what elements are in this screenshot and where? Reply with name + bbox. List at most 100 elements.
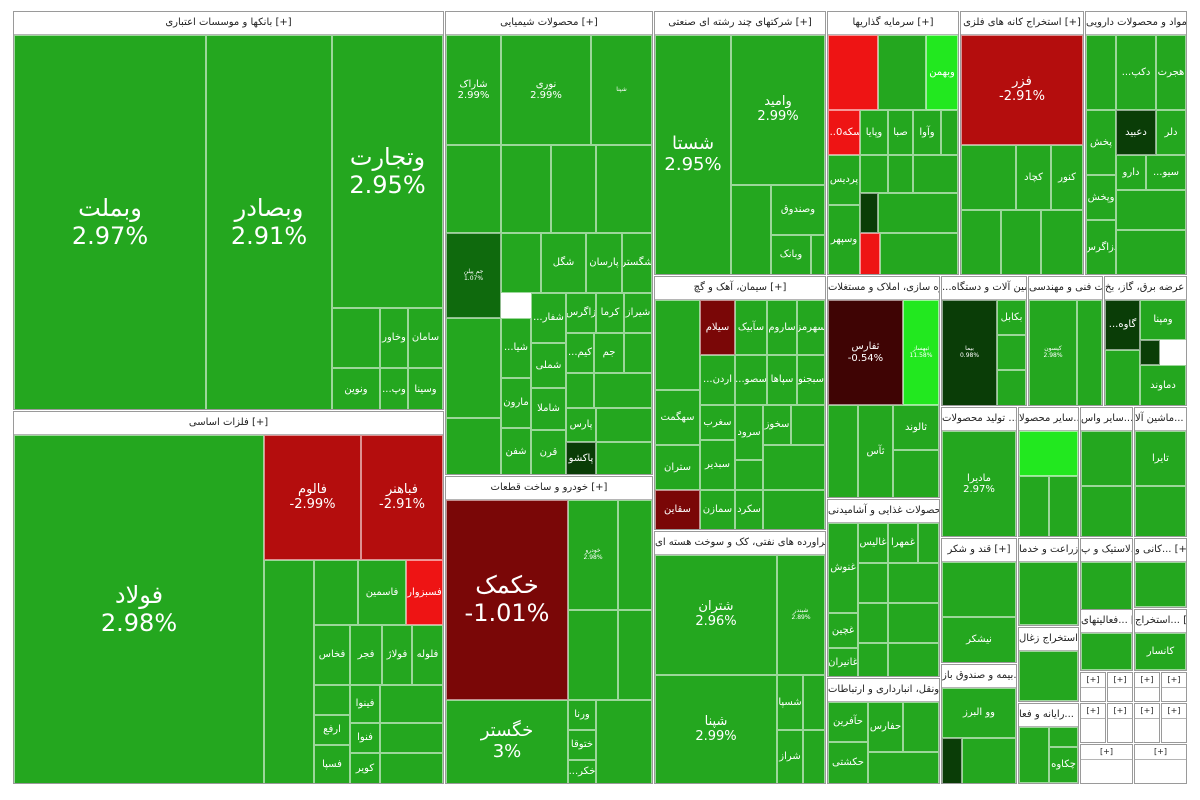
group-it[interactable]: فعالیتهای... [+]: [1080, 609, 1133, 671]
tile-sebjno[interactable]: سبجنو: [797, 355, 825, 405]
tile-sehormoz[interactable]: سهرمز: [797, 300, 825, 355]
tile-ghanair[interactable]: غانیران: [828, 648, 858, 676]
group-comp[interactable]: رایانه و فعا... [+] چکاوه: [1018, 703, 1079, 784]
tile-qorn[interactable]: قرن: [531, 430, 566, 474]
tile-shafar[interactable]: ...شفار: [531, 293, 566, 343]
group-machinery2[interactable]: ماشین آلا... [+] تایرا: [1134, 407, 1187, 537]
tile-small[interactable]: [878, 193, 958, 233]
group-other-act[interactable]: سایر واس... [+]: [1080, 407, 1133, 537]
tile-zagros[interactable]: زاگرس: [566, 293, 596, 333]
group-title[interactable]: خودرو و ساخت قطعات [+]: [446, 477, 652, 500]
tile-vpakhsh[interactable]: وپخش: [1086, 175, 1116, 220]
tile-small[interactable]: [763, 490, 825, 529]
group-title[interactable]: رایانه و فعا... [+]: [1019, 704, 1078, 727]
tile-fekhas[interactable]: فخاس: [314, 625, 350, 685]
tile-foulaz[interactable]: فولاژ: [382, 625, 412, 685]
tile-dakap[interactable]: ...دکپ: [1116, 35, 1156, 110]
tile-small[interactable]: [888, 643, 939, 676]
tile-small[interactable]: [903, 702, 939, 752]
tile-small[interactable]: [858, 643, 888, 676]
tile-daroo[interactable]: دارو: [1116, 155, 1146, 190]
tile-shetran[interactable]: شتران 2.96%: [655, 555, 777, 675]
tile-shanrak[interactable]: شاراک 2.99%: [446, 35, 501, 145]
tile-psekeh[interactable]: ...سکه0: [828, 110, 860, 155]
group-farming[interactable]: زراعت و خدما... [+]: [1018, 538, 1079, 626]
group-title[interactable]: انبوه سازی، املاک و مستغلات [+]: [828, 277, 939, 300]
group-title[interactable]: [+]: [1081, 745, 1132, 760]
tile-small[interactable]: [791, 405, 825, 445]
tile-small[interactable]: [568, 610, 618, 700]
tile-small[interactable]: [1019, 651, 1078, 701]
tile-sekord[interactable]: سکرد: [735, 490, 763, 529]
tile-saqen[interactable]: سقاین: [655, 490, 700, 529]
tile-small[interactable]: [878, 35, 926, 110]
group-chem[interactable]: محصولات شیمیایی [+] شاراک 2.99% نوری 2.9…: [445, 11, 653, 475]
tile-small[interactable]: [1081, 633, 1132, 670]
tile-small[interactable]: [997, 335, 1026, 370]
tile-small[interactable]: [1077, 300, 1102, 405]
group-small1[interactable]: [+]: [1080, 672, 1106, 702]
tile-fenava[interactable]: فنوا: [350, 723, 380, 753]
group-title[interactable]: فراورده های نفتی، کک و سوخت هسته ای [+]: [655, 532, 825, 555]
tile-small[interactable]: [596, 408, 652, 442]
group-extract2[interactable]: استخراج... [+] کانسار: [1134, 609, 1187, 671]
tile-samazan[interactable]: سمازن: [700, 490, 735, 529]
tile-vorna[interactable]: ورنا: [568, 700, 596, 730]
group-title[interactable]: [+]: [1135, 745, 1186, 760]
tile-small[interactable]: [997, 370, 1026, 405]
group-small7[interactable]: [+]: [1134, 703, 1160, 743]
tile-jampil[interactable]: جم پیلن 1.07%: [446, 233, 501, 318]
group-title[interactable]: استخراج... [+]: [1135, 610, 1186, 633]
tile-small[interactable]: [380, 753, 443, 783]
tile-khegostar[interactable]: خگستر 3%: [446, 700, 568, 783]
tile-small[interactable]: [860, 155, 888, 193]
tile-small[interactable]: [1041, 210, 1083, 274]
tile-fehr[interactable]: فزر -2.91%: [961, 35, 1083, 145]
group-title[interactable]: [+]: [1162, 673, 1186, 688]
tile-shima[interactable]: ...شیا: [501, 318, 531, 378]
group-title[interactable]: ...ماشین آلات و دستگاه [+]: [942, 277, 1026, 300]
tile-hafarin[interactable]: حآفرین: [828, 702, 868, 742]
tile-small[interactable]: [332, 308, 380, 368]
tile-small[interactable]: [735, 460, 763, 490]
tile-small[interactable]: [1135, 486, 1186, 536]
tile-parsan[interactable]: پارسان: [586, 233, 622, 293]
group-title[interactable]: ماشین آلا... [+]: [1135, 408, 1186, 431]
tile-small[interactable]: [763, 445, 825, 490]
tile-saroom[interactable]: ساروم: [767, 300, 797, 355]
tile-sepaha[interactable]: سپاها: [767, 355, 797, 405]
group-title[interactable]: شرکتهای چند رشته ای صنعتی [+]: [655, 12, 825, 35]
tile-small[interactable]: [1105, 350, 1140, 405]
tile-shebandar[interactable]: شبندر 2.89%: [777, 555, 825, 675]
tile-small[interactable]: [596, 700, 652, 783]
tile-dpakhsh[interactable]: پخش: [1086, 110, 1116, 175]
tile-kenoor[interactable]: کنور: [1051, 145, 1083, 210]
group-title[interactable]: سیمان، آهک و گچ [+]: [655, 277, 825, 300]
group-small3[interactable]: [+]: [1134, 672, 1160, 702]
tile-foolad[interactable]: فولاد 2.98%: [14, 435, 264, 783]
tile-vsandogh[interactable]: وصندوق: [771, 185, 825, 235]
group-cement[interactable]: سیمان، آهک و گچ [+] سیلام سآبیک ساروم سه…: [654, 276, 826, 530]
tile-shiraz[interactable]: شیراز: [624, 293, 652, 333]
tile-khekar[interactable]: ...خکر: [568, 760, 596, 783]
tile-small[interactable]: [596, 442, 652, 474]
tile-small[interactable]: [880, 233, 958, 274]
tile-sebdir[interactable]: سبدیر: [700, 440, 735, 490]
tile-fajr[interactable]: فجر: [350, 625, 382, 685]
tile-felole[interactable]: فلوله: [412, 625, 443, 685]
group-pharma[interactable]: مواد و محصولات دارویی [+] ...دکپ هجرت پخ…: [1085, 11, 1187, 275]
tile-small[interactable]: [1019, 727, 1049, 783]
group-sugar[interactable]: قند و شکر [+] نیشکر: [941, 538, 1017, 663]
tile-small[interactable]: [961, 145, 1016, 210]
tile-bekabl[interactable]: بکابل: [997, 300, 1026, 335]
group-other-prod2[interactable]: سایر محصولا... [+]: [1018, 407, 1079, 537]
tile-hakashti[interactable]: حکشتی: [828, 742, 868, 783]
tile-shegostar[interactable]: شگستر: [622, 233, 652, 293]
tile-small[interactable]: [501, 145, 551, 233]
tile-small[interactable]: [1049, 727, 1078, 747]
tile-small[interactable]: [1019, 431, 1078, 476]
tile-tabha[interactable]: ثبهساز 11.58%: [903, 300, 939, 405]
tile-fesabzevar[interactable]: فسبزوار: [406, 560, 443, 625]
tile-ghechin[interactable]: غچین: [828, 613, 858, 648]
tile-satran[interactable]: ستران: [655, 445, 700, 490]
